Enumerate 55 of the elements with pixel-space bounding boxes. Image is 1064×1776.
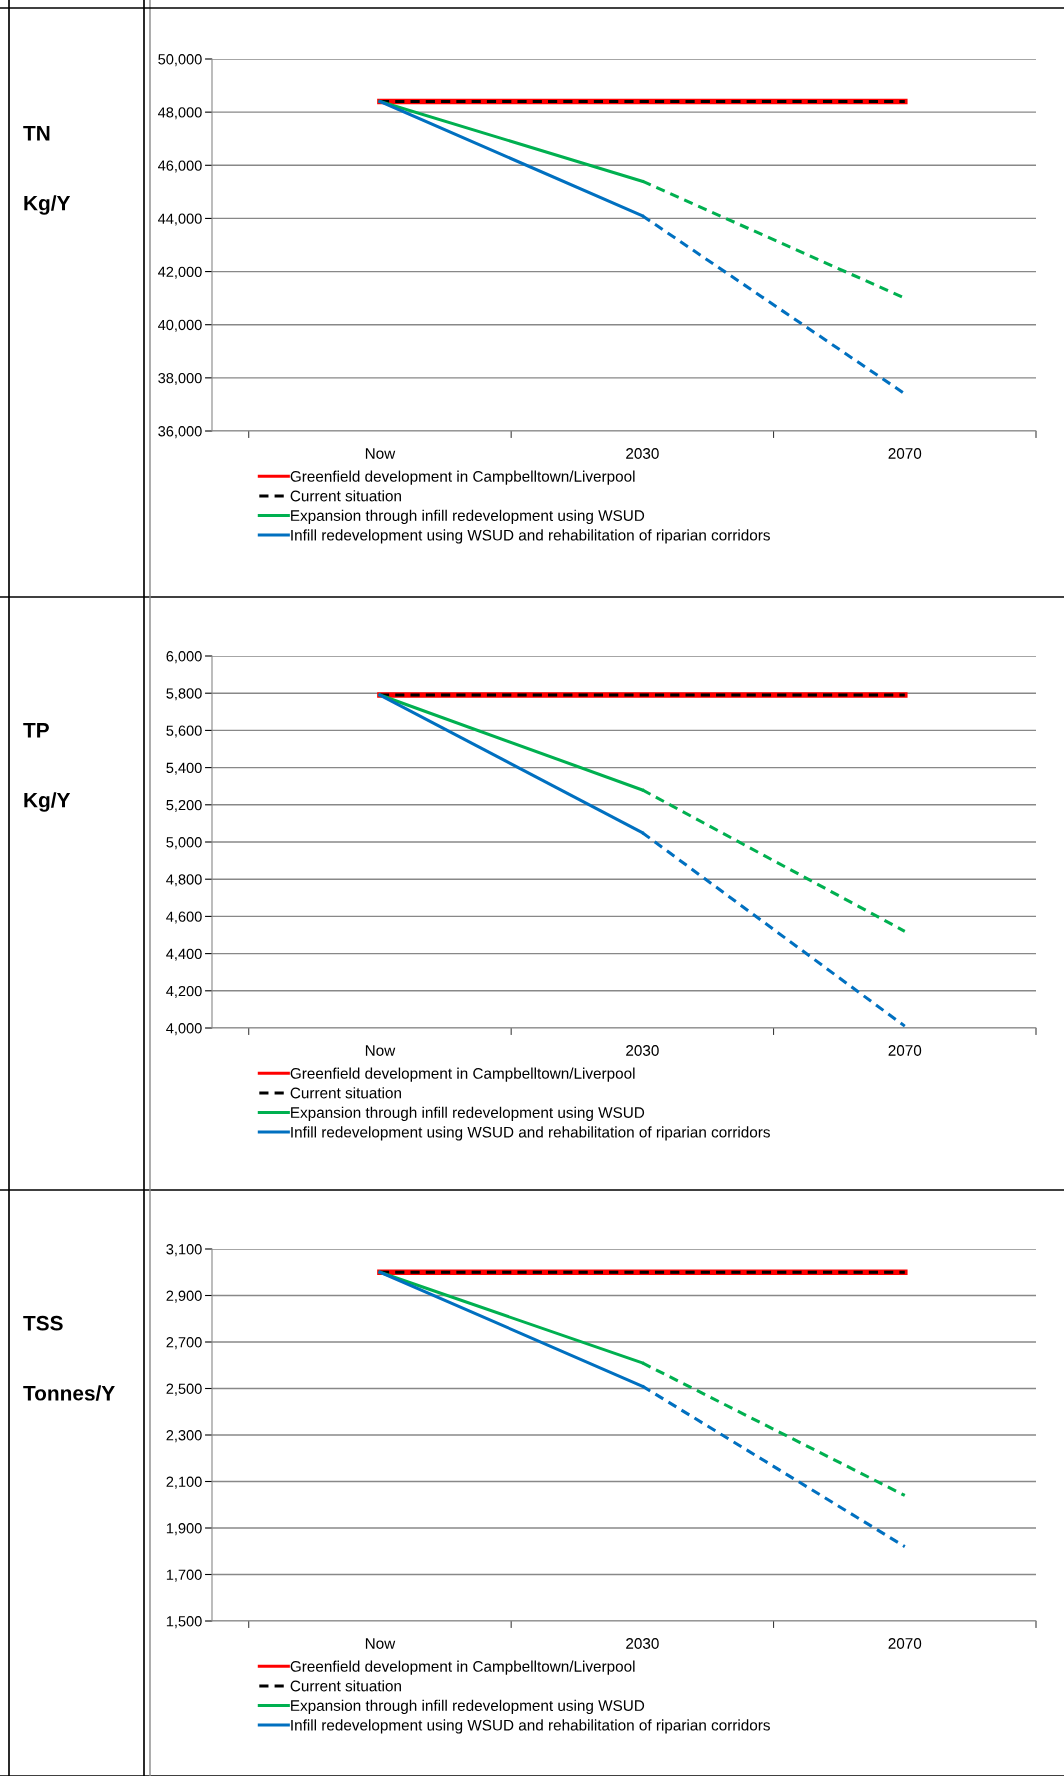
y-tick-label: 2,100	[166, 1476, 202, 1489]
y-tick-label: 5,600	[166, 725, 202, 738]
legend-label: Current situation	[290, 1680, 401, 1692]
legend-label: Expansion through infill redevelopment using WSUD	[291, 1106, 645, 1122]
y-tick-label: 5,200	[166, 799, 202, 812]
y-tick-label: 4,200	[166, 985, 202, 998]
legend-label: Greenfield development in Campbelltown/Liverpool	[290, 1067, 635, 1082]
x-tick-label: 2030	[626, 1638, 659, 1649]
y-tick-label: 4,800	[166, 874, 202, 887]
y-tick-label: 6,000	[166, 651, 202, 664]
y-tick-label: 1,900	[166, 1523, 202, 1536]
y-tick-label: 4,600	[166, 911, 202, 924]
x-tick-label: 2030	[626, 1045, 659, 1056]
x-tick-label: Now	[365, 448, 396, 459]
text: TSS	[23, 1315, 63, 1331]
y-axis-title: Tonnes/Y	[23, 1385, 115, 1401]
y-tick-label: 2,500	[166, 1383, 202, 1396]
y-tick-label: 2,300	[166, 1430, 202, 1443]
y-tick-label: 38,000	[158, 372, 202, 386]
legend-label: Infill redevelopment using WSUD and rehabilitation of riparian corridors	[291, 1719, 770, 1734]
y-tick-label: 3,100	[166, 1244, 202, 1257]
x-tick-label: 2070	[888, 448, 922, 459]
y-tick-label: 1,700	[166, 1569, 202, 1582]
y-tick-label: 44,000	[158, 213, 202, 226]
legend-label: Current situation	[290, 490, 401, 502]
y-tick-label: 2,900	[166, 1290, 202, 1303]
text: TP	[23, 723, 49, 738]
y-tick-label: 4,000	[166, 1023, 202, 1036]
x-tick-label: 2030	[626, 448, 659, 459]
y-tick-label: 50,000	[158, 54, 202, 67]
legend-label: Greenfield development in Campbelltown/Liverpool	[290, 1660, 635, 1675]
legend-label: Greenfield development in Campbelltown/Liverpool	[290, 470, 635, 485]
x-tick-label: Now	[365, 1045, 396, 1056]
y-tick-label: 5,800	[166, 688, 202, 701]
y-tick-label: 5,400	[166, 762, 202, 775]
y-axis-title: Kg/Y	[24, 195, 71, 215]
legend-label: Expansion through infill redevelopment using WSUD	[291, 509, 645, 525]
x-tick-label: Now	[365, 1638, 396, 1649]
y-tick-label: 42,000	[158, 266, 202, 279]
x-tick-label: 2070	[888, 1045, 922, 1056]
y-tick-label: 2,700	[166, 1337, 202, 1350]
legend-label: Expansion through infill redevelopment using WSUD	[291, 1699, 645, 1715]
y-tick-label: 5,000	[166, 837, 202, 850]
x-tick-label: 2070	[888, 1638, 922, 1649]
y-tick-label: 4,400	[166, 948, 202, 961]
text: TN	[23, 126, 50, 141]
legend-label: Current situation	[290, 1087, 401, 1099]
y-tick-label: 48,000	[158, 107, 202, 120]
y-axis-title: Kg/Y	[24, 792, 71, 812]
y-tick-label: 36,000	[158, 426, 202, 439]
y-tick-label: 1,500	[166, 1616, 202, 1629]
legend-label: Infill redevelopment using WSUD and rehabilitation of riparian corridors	[291, 1126, 770, 1141]
y-tick-label: 46,000	[158, 160, 202, 173]
y-tick-label: 40,000	[158, 319, 202, 332]
legend-label: Infill redevelopment using WSUD and rehabilitation of riparian corridors	[291, 529, 770, 544]
